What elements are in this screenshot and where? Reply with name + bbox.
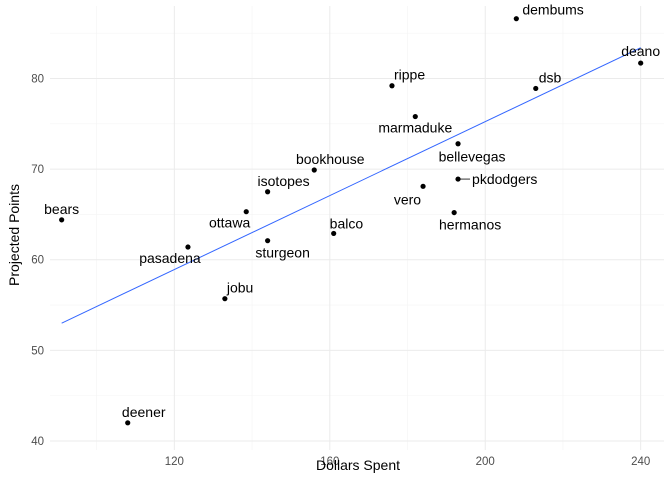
point-label-balco: balco [330,215,364,231]
point-deener [125,420,131,426]
x-tick-label: 200 [476,456,495,468]
y-tick-label: 50 [31,345,44,357]
major-gridlines [50,6,664,450]
point-jobu [222,296,228,302]
point-hermanos [451,209,457,216]
point-label-sturgeon: sturgeon [255,245,309,261]
point-label-deano: deano [621,43,660,59]
point-label-deener: deener [122,404,166,420]
y-tick-label: 80 [31,73,44,85]
point-balco [331,230,337,237]
point-label-dsb: dsb [539,69,562,85]
point-marmaduke [412,113,418,120]
point-label-marmaduke: marmaduke [378,120,452,136]
point-rippe [389,83,395,89]
point-label-pasadena: pasadena [139,250,201,266]
point-label-bookhouse: bookhouse [296,151,365,167]
point-dembums [513,16,519,22]
point-pkdodgers [455,176,461,182]
trend-line-group [61,47,641,324]
point-label-bears: bears [44,201,79,217]
point-isotopes [265,189,271,195]
point-label-bellevegas: bellevegas [439,149,506,165]
point-ottawa [243,209,249,215]
y-tick-label: 70 [31,164,44,176]
point-dsb [533,85,539,92]
point-label-pkdodgers: pkdodgers [472,171,537,187]
point-label-vero: vero [394,191,421,207]
point-pasadena [185,244,191,250]
point-sturgeon [265,238,271,244]
point-bears [59,217,65,223]
y-axis-ticks: 40 50 60 70 80 [31,73,44,447]
point-bookhouse [311,167,317,173]
point-labels: dembums deano dsb rippe marmaduke bellevegas b… [44,2,660,420]
y-tick-label: 60 [31,255,44,267]
point-label-rippe: rippe [394,67,425,83]
point-label-jobu: jobu [226,280,253,296]
point-bellevegas [455,141,461,147]
x-tick-label: 240 [631,456,650,468]
minor-gridlines [50,6,664,450]
y-tick-label: 40 [31,436,44,448]
point-vero [420,183,426,189]
point-label-dembums: dembums [522,2,583,18]
x-axis-ticks: 120 160 200 240 [165,456,651,468]
point-label-isotopes: isotopes [258,173,310,189]
point-deano [638,60,644,66]
point-label-hermanos: hermanos [439,217,501,233]
x-axis-title: Dollars Spent [316,457,400,473]
trend-line [61,47,641,324]
x-tick-label: 120 [165,456,184,468]
x-tick-label: 160 [320,456,339,468]
data-points [59,16,644,426]
y-axis-title: Projected Points [6,184,22,286]
point-label-ottawa: ottawa [209,215,250,231]
